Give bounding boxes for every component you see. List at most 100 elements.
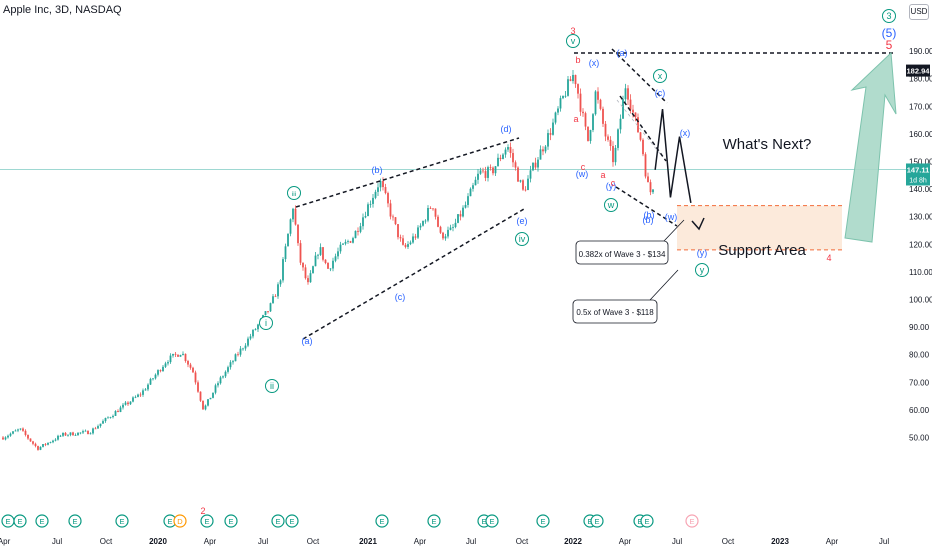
event-marker-label: E <box>379 517 384 526</box>
x-tick-label: Jul <box>672 537 682 546</box>
candle-body <box>29 438 32 442</box>
wave-label: (e) <box>517 216 528 226</box>
candle-body <box>134 396 137 398</box>
event-marker: E <box>35 514 49 528</box>
candle-body <box>237 354 239 356</box>
candle-body <box>2 437 4 440</box>
candle-body <box>519 180 522 182</box>
projected-path-arrowhead <box>691 217 705 231</box>
candle-body <box>559 98 562 109</box>
x-tick-label: Apr <box>619 537 632 546</box>
candle-body <box>102 421 104 424</box>
candle-body <box>299 243 302 263</box>
candle-body <box>79 432 82 434</box>
candle-body <box>469 188 472 197</box>
event-marker-label: E <box>489 517 494 526</box>
event-marker-label: E <box>481 517 486 526</box>
event-marker: E <box>685 514 699 528</box>
event-marker-circle <box>13 514 27 528</box>
candle-body <box>567 79 569 96</box>
candle-body <box>624 88 627 100</box>
candle-body <box>354 230 357 239</box>
wave-label-circle <box>653 69 667 83</box>
event-marker-label: E <box>167 517 172 526</box>
wave-label: ii <box>270 381 274 391</box>
event-marker: E <box>1 514 15 528</box>
candle-body <box>179 354 182 357</box>
x-tick-label: 2023 <box>771 537 789 546</box>
currency-button[interactable]: USD <box>909 4 929 20</box>
y-tick-label: 70.00 <box>909 378 930 387</box>
candle-body <box>42 444 44 447</box>
candle-body <box>194 372 197 383</box>
candle-body <box>509 147 512 154</box>
candle-body <box>32 441 34 444</box>
wave-label: (a) <box>302 336 313 346</box>
candle-body <box>332 260 334 269</box>
candle-body <box>517 167 519 182</box>
candle-body <box>312 266 314 274</box>
wave-label: (y) <box>697 248 708 258</box>
event-marker-circle <box>685 514 699 528</box>
candle-body <box>222 376 224 378</box>
candle-body <box>294 208 297 225</box>
candle-body <box>627 88 629 100</box>
candle-body <box>107 417 109 419</box>
candle-body <box>217 383 219 386</box>
candle-body <box>89 433 92 435</box>
candle-body <box>394 217 397 225</box>
candle-body <box>514 162 517 168</box>
event-marker-label: E <box>587 517 592 526</box>
event-marker-circle <box>35 514 49 528</box>
candle-body <box>319 247 322 255</box>
wave-label: i <box>265 318 267 328</box>
candle-body <box>242 348 244 350</box>
candle-body <box>402 238 404 245</box>
event-marker-circle <box>427 514 441 528</box>
event-marker-label: E <box>228 517 233 526</box>
candle-body <box>482 170 484 172</box>
candle-body <box>542 149 544 152</box>
candle-body <box>219 377 222 384</box>
candle-body <box>14 430 17 432</box>
candle-body <box>364 216 367 218</box>
candle-body <box>634 112 637 118</box>
event-marker: E <box>68 514 82 528</box>
candle-body <box>224 371 227 377</box>
candle-body <box>182 353 184 355</box>
candle-body <box>214 385 217 393</box>
wave-label: x <box>658 71 663 81</box>
candle-body <box>272 296 274 304</box>
candle-body <box>174 353 177 355</box>
x-tick-label: Jul <box>258 537 268 546</box>
candle-body <box>644 154 647 177</box>
candle-body <box>279 280 282 285</box>
candle-body <box>197 382 199 392</box>
event-marker: E <box>285 514 299 528</box>
candle-body <box>47 442 49 445</box>
event-marker-circle <box>173 514 187 528</box>
candle-body <box>159 370 162 372</box>
y-tick-label: 90.00 <box>909 323 930 332</box>
support-area-box <box>677 205 842 250</box>
candle-body <box>409 242 412 245</box>
candle-body <box>199 391 202 401</box>
candle-body <box>104 417 107 422</box>
candles <box>2 70 654 451</box>
candle-body <box>537 159 539 168</box>
candle-body <box>442 232 444 239</box>
event-marker-circle <box>200 514 214 528</box>
wave-label: c <box>581 162 586 172</box>
candle-body <box>377 187 379 192</box>
candle-body <box>459 214 462 217</box>
candle-body <box>177 354 179 357</box>
candle-body <box>257 324 259 330</box>
candle-body <box>387 193 389 204</box>
candle-body <box>437 216 439 227</box>
wedge-lower-line <box>615 186 678 227</box>
wave-label: 3 <box>570 26 575 36</box>
candle-body <box>439 226 442 233</box>
x-tick-label: Oct <box>100 537 113 546</box>
wave-label: w <box>607 200 615 210</box>
